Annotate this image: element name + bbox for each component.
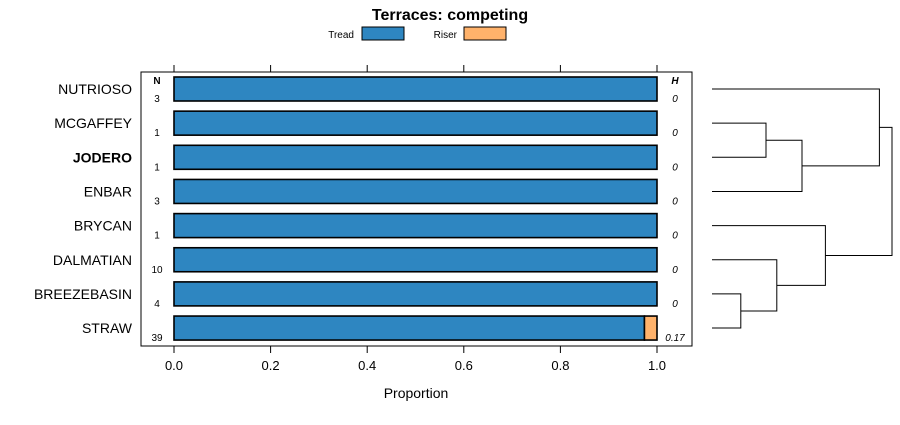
bar-tread-breezebasin — [173, 281, 658, 307]
h-value-breezebasin: 0 — [672, 299, 678, 310]
n-column-header: N — [153, 76, 160, 87]
plot-frame — [140, 71, 693, 347]
bar-tread-jodero — [173, 144, 658, 171]
bar-riser-straw — [643, 315, 658, 341]
legend-label-riser: Riser — [434, 30, 458, 41]
category-label-enbar: ENBAR — [84, 183, 132, 199]
legend-swatch-tread — [361, 26, 405, 41]
category-label-straw: STRAW — [82, 320, 133, 336]
n-value-jodero: 1 — [154, 162, 160, 173]
dendrogram-branch-breezebasin-straw — [712, 293, 742, 329]
x-tick-label-0-2: 0.2 — [262, 358, 280, 373]
n-value-nutrioso: 3 — [154, 94, 160, 105]
n-value-breezebasin: 4 — [154, 299, 160, 310]
h-value-jodero: 0 — [672, 162, 678, 173]
dendrogram-branch-brycan-dalmatian-breezebasin-straw — [712, 225, 826, 286]
x-axis: 0.0 0.2 0.4 0.6 0.8 1.0 — [165, 65, 666, 373]
h-value-enbar: 0 — [672, 196, 678, 207]
x-tick-label-0-0: 0.0 — [165, 358, 183, 373]
category-label-jodero: JODERO — [73, 149, 132, 165]
x-tick-label-0-8: 0.8 — [551, 358, 569, 373]
bar-tread-brycan — [173, 212, 658, 239]
x-axis-label: Proportion — [384, 385, 449, 401]
h-value-dalmatian: 0 — [672, 265, 678, 276]
category-label-brycan: BRYCAN — [74, 218, 132, 234]
x-tick-label-0-4: 0.4 — [358, 358, 376, 373]
n-value-mcgaffey: 1 — [154, 128, 160, 139]
h-value-nutrioso: 0 — [672, 94, 678, 105]
bar-tread-mcgaffey — [173, 110, 658, 136]
h-value-mcgaffey: 0 — [672, 128, 678, 139]
legend-label-tread: Tread — [328, 30, 354, 41]
dendrogram-branch-nutrioso-mcgaffey-jodero-enbar — [712, 88, 880, 167]
n-value-enbar: 3 — [154, 196, 160, 207]
legend-swatch-riser — [463, 26, 507, 41]
x-tick-label-1-0: 1.0 — [648, 358, 666, 373]
bar-tread-dalmatian — [173, 246, 658, 273]
dendrogram-branch-mcgaffey-jodero — [712, 122, 767, 158]
category-label-nutrioso: NUTRIOSO — [58, 81, 132, 97]
dendrogram — [712, 88, 893, 329]
x-tick-label-0-6: 0.6 — [455, 358, 473, 373]
chart-title: Terraces: competing — [372, 7, 528, 24]
bar-tread-nutrioso — [173, 76, 658, 102]
h-value-straw: 0.17 — [665, 333, 685, 344]
n-value-straw: 39 — [151, 333, 163, 344]
legend: Tread Riser — [328, 26, 507, 41]
n-value-brycan: 1 — [154, 231, 160, 242]
category-label-mcgaffey: MCGAFFEY — [54, 115, 132, 131]
dendrogram-branch-nutrioso-mcgaffey-jodero-enbar-brycan-dalmatian-breezebasin-straw — [825, 126, 893, 256]
h-value-brycan: 0 — [672, 231, 678, 242]
dendrogram-branch-mcgaffey-jodero-enbar — [712, 139, 803, 192]
n-value-dalmatian: 10 — [151, 265, 163, 276]
h-column-header: H — [671, 76, 679, 87]
bar-tread-straw — [173, 315, 646, 341]
category-label-breezebasin: BREEZEBASIN — [34, 286, 132, 302]
bar-tread-enbar — [173, 178, 658, 205]
dendrogram-branch-dalmatian-breezebasin-straw — [712, 259, 778, 312]
category-label-dalmatian: DALMATIAN — [53, 252, 132, 268]
